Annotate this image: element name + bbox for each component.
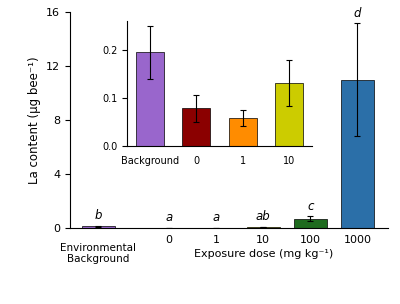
Text: 0: 0 <box>166 235 172 245</box>
Text: c: c <box>307 200 314 213</box>
Bar <box>247 227 280 228</box>
Text: d: d <box>354 7 361 19</box>
Text: 100: 100 <box>300 235 321 245</box>
Text: 1: 1 <box>212 235 220 245</box>
Bar <box>82 226 115 228</box>
Text: Exposure dose (mg kg⁻¹): Exposure dose (mg kg⁻¹) <box>194 249 333 259</box>
Text: b: b <box>94 209 102 222</box>
Text: a: a <box>212 211 220 224</box>
Bar <box>341 80 374 228</box>
Text: 10: 10 <box>256 235 270 245</box>
Y-axis label: La content (μg bee⁻¹): La content (μg bee⁻¹) <box>28 56 40 184</box>
Bar <box>294 219 327 228</box>
Text: a: a <box>165 211 172 224</box>
Text: Environmental
Background: Environmental Background <box>60 243 136 264</box>
Text: ab: ab <box>256 210 270 223</box>
Text: 1000: 1000 <box>343 235 371 245</box>
